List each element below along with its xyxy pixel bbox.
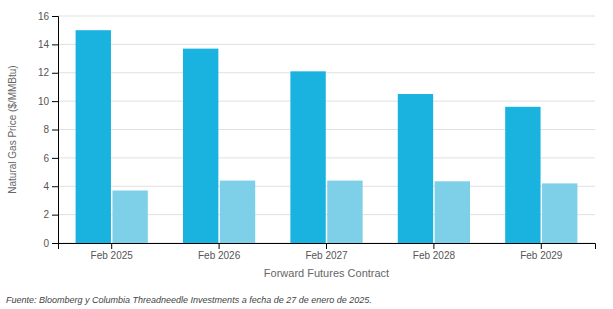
x-tick: Feb 2029 (520, 243, 563, 261)
y-tick: 8 (43, 124, 58, 135)
x-tick: Feb 2027 (305, 243, 348, 261)
y-tick: 12 (38, 67, 58, 78)
y-axis: 0 2 4 6 8 10 12 14 16 (38, 11, 59, 249)
y-tick: 4 (43, 181, 58, 192)
x-tick: Feb 2028 (413, 243, 456, 261)
y-tick-label: 2 (43, 209, 49, 220)
x-tick-label: Feb 2027 (305, 250, 348, 261)
bar (76, 30, 111, 243)
x-tick-label: Feb 2025 (91, 250, 134, 261)
y-tick-mark (52, 158, 58, 159)
y-tick: 14 (38, 39, 58, 50)
bar (542, 183, 577, 243)
bars (76, 30, 578, 243)
plot: Feb 2025 Feb 2026 Feb 2027 Feb 2028 Feb 2029… (38, 11, 596, 261)
y-tick-label: 14 (38, 39, 50, 50)
y-tick: 16 (38, 11, 58, 22)
y-tick: 0 (43, 238, 58, 249)
y-tick: 2 (43, 209, 58, 220)
y-tick-mark (52, 101, 58, 102)
bar (290, 71, 325, 243)
x-tick-label: Feb 2029 (520, 250, 563, 261)
bar (183, 49, 218, 243)
bar-series (112, 181, 577, 243)
x-axis-title: Forward Futures Contract (264, 267, 389, 279)
y-tick-label: 4 (43, 181, 49, 192)
bar (112, 191, 147, 243)
x-tick-mark (219, 243, 220, 249)
y-tick: 10 (38, 96, 58, 107)
y-axis-title: Natural Gas Price ($/MMBtu) (7, 65, 18, 193)
y-tick-mark (52, 16, 58, 17)
grid-line (58, 16, 595, 17)
bar-series (76, 30, 541, 243)
x-tick: Feb 2025 (91, 243, 134, 261)
y-axis-line (52, 17, 59, 244)
grid-line (58, 101, 595, 102)
x-axis: Feb 2025 Feb 2026 Feb 2027 Feb 2028 Feb 2029 (59, 243, 596, 261)
x-tick-label: Feb 2028 (413, 250, 456, 261)
x-tick-mark (111, 243, 112, 249)
y-tick-mark (52, 186, 58, 187)
y-tick-mark (52, 44, 58, 45)
bar (327, 181, 362, 243)
bar (435, 181, 470, 243)
y-tick-mark (52, 243, 58, 244)
bar (220, 181, 255, 243)
footnote: Fuente: Bloomberg y Columbia Threadneedl… (6, 295, 372, 305)
x-tick-mark (326, 243, 327, 249)
y-tick-label: 10 (38, 96, 50, 107)
y-tick-label: 12 (38, 67, 50, 78)
grid (58, 16, 595, 243)
y-tick-label: 0 (43, 238, 49, 249)
y-tick: 6 (43, 153, 58, 164)
x-tick-label: Feb 2026 (198, 250, 241, 261)
y-tick-mark (52, 215, 58, 216)
bar (505, 107, 540, 243)
y-tick-label: 6 (43, 153, 49, 164)
x-tick-mark (541, 243, 542, 249)
x-tick: Feb 2026 (198, 243, 241, 261)
bar (398, 94, 433, 243)
x-axis-line (59, 244, 596, 250)
x-tick-mark (433, 243, 434, 249)
y-tick-mark (52, 73, 58, 74)
grid-line (58, 44, 595, 45)
y-tick-mark (52, 130, 58, 131)
chart: Feb 2025 Feb 2026 Feb 2027 Feb 2028 Feb 2029… (0, 0, 613, 309)
y-tick-label: 8 (43, 124, 49, 135)
grid-line (58, 72, 595, 73)
y-tick-label: 16 (38, 11, 50, 22)
